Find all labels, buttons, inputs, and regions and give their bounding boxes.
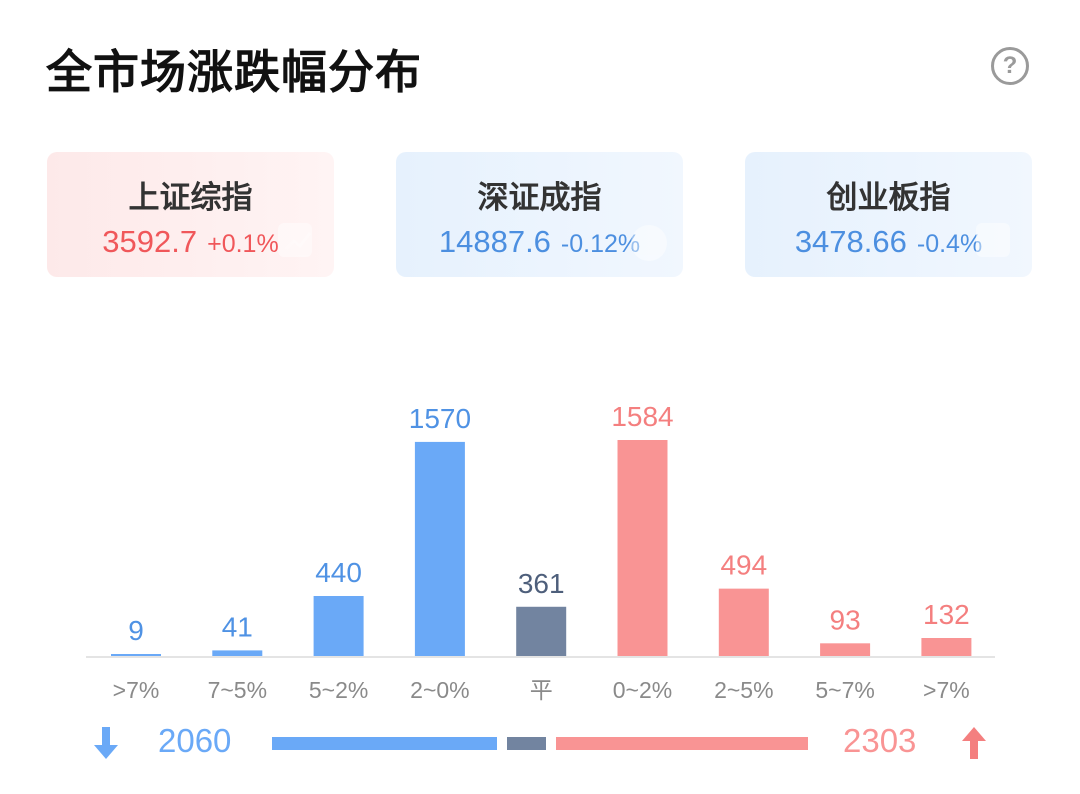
bar-value-label: 440 [315, 557, 362, 588]
index-card-sh[interactable]: 上证综指 3592.7 +0.1% [47, 152, 334, 277]
bar-value-label: 1584 [611, 401, 673, 432]
flat-total-bar [507, 737, 547, 750]
index-name: 创业板指 [826, 180, 951, 216]
bar-value-label: 361 [518, 568, 565, 599]
index-value: 14887.6 [438, 224, 551, 259]
bar-0 [111, 654, 161, 656]
arrow-down-icon [94, 727, 118, 759]
index-name: 上证综指 [128, 180, 253, 216]
bar-3 [414, 441, 465, 656]
down-total: 2060 [158, 722, 232, 759]
index-name: 深证成指 [477, 180, 602, 216]
category-label: 平 [530, 677, 553, 703]
bar-value-label: 494 [720, 550, 767, 581]
distribution-chart: 9 >7% 41 7~5% 440 5~2% 1570 2~0% 361 平 1584 0~2% 494… [86, 401, 995, 703]
bar-2 [313, 596, 364, 656]
bar-value-label: 93 [830, 604, 861, 635]
trend-down-icon [976, 223, 1010, 257]
index-card-cyb[interactable]: 创业板指 3478.66 -0.4% [745, 152, 1032, 277]
up-total-bar [556, 737, 808, 750]
bar-value-label: 1570 [409, 403, 471, 434]
category-label: >7% [113, 677, 160, 703]
trend-down-icon [631, 225, 667, 261]
bar-5 [617, 440, 668, 656]
category-label: 2~5% [714, 677, 773, 703]
up-total: 2303 [843, 722, 917, 759]
bar-1 [212, 650, 263, 656]
page-title: 全市场涨跌幅分布 [46, 45, 422, 99]
index-card-sz[interactable]: 深证成指 14887.6 -0.12% [396, 152, 683, 277]
category-label: 7~5% [208, 677, 267, 703]
down-total-bar [272, 737, 497, 750]
bar-7 [820, 643, 871, 656]
bar-6 [718, 588, 769, 656]
index-value: 3592.7 [102, 224, 198, 259]
category-label: 2~0% [410, 677, 469, 703]
category-label: 0~2% [613, 677, 672, 703]
bar-8 [921, 638, 972, 656]
index-value: 3478.66 [794, 224, 907, 259]
help-icon[interactable]: ? [991, 47, 1029, 85]
category-label: >7% [923, 677, 970, 703]
bar-4 [516, 606, 567, 656]
category-label: 5~2% [309, 677, 368, 703]
bar-value-label: 41 [222, 611, 253, 642]
arrow-up-icon [962, 727, 986, 759]
trend-up-icon [278, 223, 312, 257]
index-change: +0.1% [207, 230, 279, 258]
bar-value-label: 9 [128, 615, 144, 646]
bar-value-label: 132 [923, 599, 970, 630]
index-change: -0.4% [916, 230, 983, 258]
category-label: 5~7% [815, 677, 874, 703]
index-change: -0.12% [560, 230, 641, 258]
